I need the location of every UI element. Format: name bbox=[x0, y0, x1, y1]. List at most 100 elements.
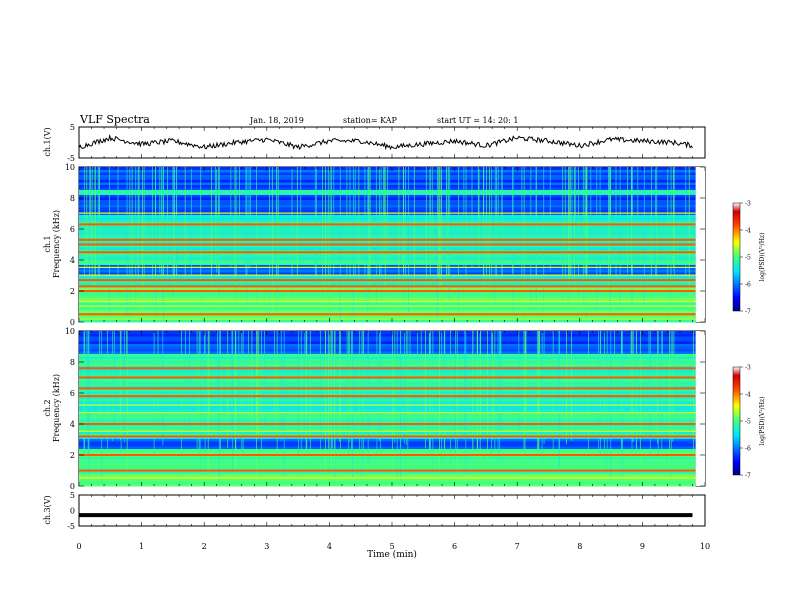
spec-streak bbox=[450, 331, 451, 475]
spec-streak bbox=[650, 167, 652, 280]
x-tick-label: 10 bbox=[700, 542, 710, 551]
x-tick-label: 6 bbox=[452, 542, 457, 551]
spec-noise-row bbox=[79, 361, 696, 364]
spec-noise-row bbox=[79, 356, 696, 359]
spec-streak bbox=[392, 331, 393, 470]
y-tick-label: 5 bbox=[70, 491, 75, 500]
spec-noise-row bbox=[79, 406, 696, 409]
spec-streak bbox=[129, 167, 131, 319]
spec-streak bbox=[661, 331, 663, 450]
spec-noise-row bbox=[79, 272, 696, 275]
spec-band bbox=[79, 305, 696, 307]
spec-streak bbox=[200, 167, 202, 318]
spec-streak bbox=[346, 331, 348, 427]
spec-streak bbox=[661, 331, 663, 437]
spec-streak bbox=[596, 167, 598, 311]
spec-streak bbox=[376, 331, 378, 456]
spec-streak bbox=[245, 167, 247, 286]
spec-streak bbox=[585, 167, 587, 317]
spec-streak bbox=[185, 331, 186, 431]
spec-streak bbox=[409, 331, 411, 431]
colorbar-tick-label: -7 bbox=[745, 473, 751, 480]
spec-streak bbox=[173, 167, 175, 286]
spec-streak bbox=[538, 331, 539, 457]
spec-streak bbox=[387, 167, 388, 261]
spec-streak bbox=[578, 167, 579, 300]
spec-streak bbox=[143, 167, 145, 309]
spec-streak bbox=[688, 167, 690, 318]
y-tick-label: -5 bbox=[67, 154, 75, 163]
y-tick-label: 2 bbox=[70, 451, 75, 460]
spec-band bbox=[79, 212, 696, 214]
spec-streak bbox=[518, 331, 520, 438]
spec-streak bbox=[525, 331, 527, 428]
ch3-waveform-frame bbox=[78, 494, 706, 527]
spec-streak bbox=[425, 167, 427, 307]
spec-streak bbox=[489, 167, 490, 307]
spec-streak bbox=[339, 331, 341, 442]
spec-noise-row bbox=[79, 391, 696, 394]
spec-streak bbox=[189, 331, 190, 432]
spec-streak bbox=[160, 167, 162, 286]
spec-noise-row bbox=[79, 438, 696, 442]
spec-noise-row bbox=[79, 264, 696, 268]
spec-streak bbox=[448, 167, 449, 295]
spec-band bbox=[79, 274, 696, 276]
spec-streak bbox=[523, 331, 525, 475]
spec-band bbox=[79, 469, 696, 472]
spec-streak bbox=[346, 167, 348, 297]
spec-streak bbox=[584, 167, 586, 274]
spec-streak bbox=[655, 167, 656, 276]
spec-streak bbox=[248, 331, 249, 429]
x-tick-label: 9 bbox=[640, 542, 645, 551]
spec-streak bbox=[621, 331, 622, 473]
spec-streak bbox=[472, 331, 474, 481]
spec-streak bbox=[86, 331, 88, 430]
spec-streak bbox=[276, 331, 278, 466]
spec-streak bbox=[413, 167, 415, 304]
spec-streak bbox=[353, 167, 354, 318]
spec-streak bbox=[220, 331, 221, 452]
colorbar-tick-label: -4 bbox=[745, 228, 751, 235]
spec-streak bbox=[574, 167, 575, 300]
spec-streak bbox=[199, 331, 201, 472]
spec-streak bbox=[431, 167, 433, 266]
spec-noise-row bbox=[79, 466, 696, 469]
spec-streak bbox=[300, 167, 302, 265]
spec-streak bbox=[204, 331, 205, 427]
spec-streak bbox=[380, 331, 382, 453]
spec-streak bbox=[94, 167, 96, 286]
x-tick-label: 2 bbox=[202, 542, 207, 551]
spec-streak bbox=[441, 167, 442, 309]
spec-noise-row bbox=[79, 388, 696, 392]
spec-streak bbox=[298, 331, 299, 457]
spec-streak bbox=[181, 331, 182, 483]
spec-streak bbox=[631, 167, 633, 271]
spec-noise-row bbox=[79, 262, 696, 265]
spec-streak bbox=[117, 167, 119, 299]
spec-streak bbox=[635, 331, 637, 475]
spec-band bbox=[79, 279, 696, 282]
spec-streak bbox=[159, 167, 161, 274]
spec-streak bbox=[524, 331, 526, 428]
spec-streak bbox=[543, 167, 545, 316]
spec-streak bbox=[672, 167, 674, 268]
spec-band bbox=[79, 387, 696, 390]
spec-band bbox=[79, 251, 696, 254]
spec-noise-row bbox=[79, 461, 696, 464]
spec-noise-row bbox=[79, 336, 696, 339]
spec-streak bbox=[610, 331, 612, 482]
spec-streak bbox=[322, 167, 323, 290]
spec-streak bbox=[320, 331, 321, 449]
spec-noise-row bbox=[79, 314, 696, 318]
spec-streak bbox=[101, 331, 103, 485]
spec-noise-row bbox=[79, 368, 696, 372]
spec-band bbox=[79, 243, 696, 246]
y-tick-label: 6 bbox=[70, 389, 75, 398]
spec-streak bbox=[271, 167, 273, 318]
spec-streak bbox=[334, 331, 336, 468]
spec-streak bbox=[494, 331, 496, 454]
spec-noise-row bbox=[79, 483, 696, 487]
spec-noise-row bbox=[79, 396, 696, 399]
